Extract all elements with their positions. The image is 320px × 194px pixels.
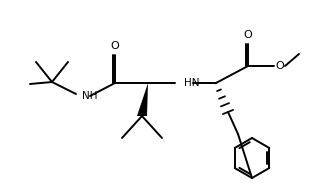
Text: HN: HN <box>184 78 199 88</box>
Text: O: O <box>111 41 119 51</box>
Text: NH: NH <box>82 91 98 101</box>
Polygon shape <box>137 83 148 116</box>
Text: O: O <box>244 30 252 40</box>
Text: O: O <box>276 61 284 71</box>
